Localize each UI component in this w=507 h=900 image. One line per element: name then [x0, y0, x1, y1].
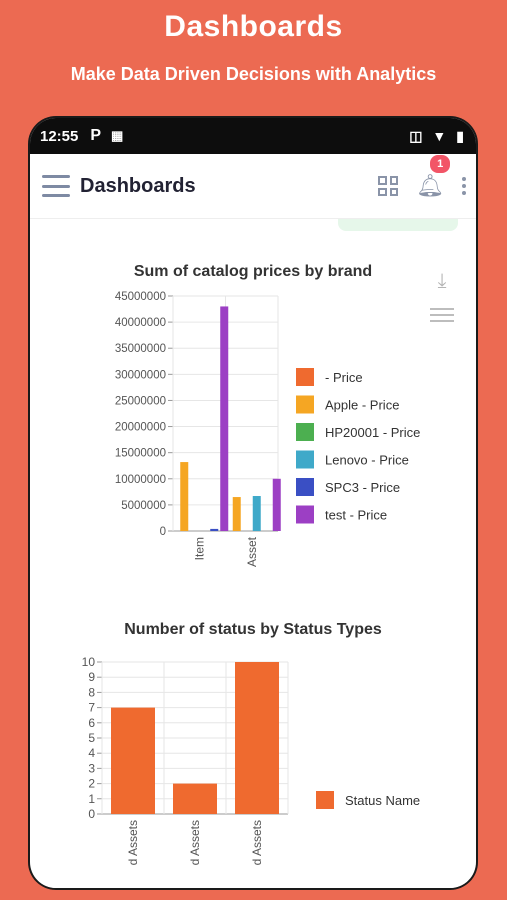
legend-swatch	[296, 368, 314, 386]
y-tick-label: 5	[88, 731, 95, 745]
legend-swatch	[296, 505, 314, 524]
notification-badge: 1	[430, 155, 451, 173]
bar-lenovo---price	[252, 496, 261, 531]
battery-icon: ▮	[456, 127, 464, 144]
category-label: d Assets	[188, 820, 202, 865]
p-icon: P	[90, 127, 102, 144]
y-tick-label: 9	[88, 670, 95, 684]
y-tick-label: 8	[88, 685, 95, 699]
bar-spc3---price	[210, 528, 219, 531]
menu-icon[interactable]	[42, 175, 70, 197]
y-tick-label: 30000000	[115, 369, 166, 381]
y-tick-label: 2	[88, 777, 95, 791]
chart-title-status: Number of status by Status Types	[124, 621, 382, 638]
wifi-icon: ▼	[432, 127, 447, 144]
chart-title-catalog: Sum of catalog prices by brand	[133, 263, 373, 280]
bar-test---price	[272, 478, 281, 531]
category-label: d Assets	[250, 820, 264, 865]
category-label: d Assets	[126, 820, 140, 865]
legend-swatch	[296, 478, 314, 496]
bar-apple---price	[180, 462, 189, 531]
more-options-icon[interactable]	[462, 177, 466, 195]
chart-menu-icon[interactable]	[430, 308, 454, 322]
y-tick-label: 0	[160, 526, 166, 538]
legend-swatch	[296, 450, 314, 469]
page-title: Dashboards	[80, 174, 196, 197]
top-strip	[48, 219, 458, 231]
legend-label: - Price	[325, 370, 363, 385]
vibrate-icon: ◫	[409, 127, 423, 144]
legend-swatch	[296, 423, 314, 441]
bar-status-name	[111, 707, 155, 814]
bar-apple---price	[232, 497, 241, 531]
y-tick-label: 0	[88, 807, 95, 821]
bar-status-name	[235, 662, 279, 814]
y-tick-label: 6	[88, 716, 95, 730]
legend-label: Status Name	[345, 793, 420, 808]
qr-status-icon: ▦	[111, 128, 124, 143]
legend-swatch	[296, 395, 314, 414]
legend-label: Apple - Price	[325, 398, 399, 413]
y-tick-label: 7	[88, 701, 95, 715]
legend-label: test - Price	[325, 508, 387, 523]
promo-title: Dashboards	[164, 10, 343, 43]
y-tick-label: 25000000	[115, 395, 166, 407]
legend-label: SPC3 - Price	[325, 480, 400, 495]
y-tick-label: 35000000	[115, 343, 166, 355]
bar-status-name	[173, 783, 217, 814]
y-tick-label: 4	[88, 746, 95, 760]
app-bar: Dashboards 🔔︎ 1	[30, 154, 476, 219]
download-icon[interactable]: ⤓	[437, 270, 447, 292]
promo-subtitle: Make Data Driven Decisions with Analytic…	[70, 64, 437, 84]
y-tick-label: 15000000	[115, 448, 166, 460]
y-tick-label: 45000000	[115, 291, 166, 303]
bar-test---price	[220, 306, 229, 531]
y-tick-label: 5000000	[121, 500, 166, 512]
status-bar: 12:55 P ▦ ◫ ▼ ▮	[30, 118, 476, 154]
y-tick-label: 20000000	[115, 422, 166, 434]
notification-bell-icon[interactable]: 🔔︎ 1	[416, 155, 451, 199]
legend-label: HP20001 - Price	[325, 425, 420, 440]
chart-card-catalog-prices: Sum of catalog prices by brand ⤓ 0 500000…	[38, 248, 468, 578]
y-tick-label: 3	[88, 761, 95, 775]
phone-frame: 12:55 P ▦ ◫ ▼ ▮ Dashboards 🔔︎ 1 Sum of c…	[30, 118, 476, 888]
legend-label: Lenovo - Price	[325, 453, 409, 468]
qr-scan-icon[interactable]	[378, 176, 399, 196]
legend-swatch	[316, 791, 334, 809]
y-tick-label: 1	[88, 792, 95, 806]
y-tick-label: 40000000	[115, 317, 166, 329]
category-label: Asset	[245, 536, 259, 567]
status-time: 12:55	[40, 127, 79, 145]
y-tick-label: 10000000	[115, 474, 166, 486]
bar-chart-catalog: 0 5000000 10000000 15000000 20000000 25000000…	[115, 291, 421, 567]
y-tick-label: 10	[82, 655, 96, 669]
category-label: Item	[192, 537, 206, 560]
